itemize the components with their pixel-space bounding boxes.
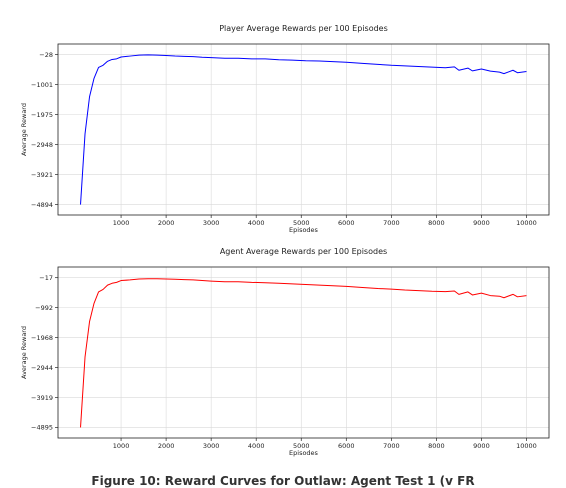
player-x-tick-label: 1000 (113, 219, 130, 227)
agent-y-tick-label: −1968 (31, 334, 53, 342)
player-x-tick-label: 5000 (293, 219, 310, 227)
agent-reward-line (80, 278, 527, 428)
agent-x-tick-label: 8000 (428, 442, 445, 450)
agent-x-tick-label: 7000 (383, 442, 400, 450)
agent-x-tick-label: 9000 (473, 442, 490, 450)
agent-plot-area (57, 266, 550, 439)
player-reward-line (80, 54, 527, 205)
agent-x-tick-label: 5000 (293, 442, 310, 450)
player-chart-title: Player Average Rewards per 100 Episodes (219, 24, 388, 33)
agent-chart-title: Agent Average Rewards per 100 Episodes (220, 247, 387, 256)
agent-x-tick-label: 1000 (113, 442, 130, 450)
player-x-tick-label: 6000 (338, 219, 355, 227)
player-x-tick-label: 9000 (473, 219, 490, 227)
agent-y-tick-label: −4895 (31, 424, 53, 432)
player-y-tick-label: −1001 (31, 81, 53, 89)
player-chart: Player Average Rewards per 100 Episodes 1… (20, 24, 550, 234)
agent-x-tick-label: 10000 (516, 442, 537, 450)
agent-y-axis-label: Average Reward (20, 326, 28, 379)
player-x-tick-label: 3000 (203, 219, 220, 227)
player-y-tick-label: −1975 (31, 111, 53, 119)
agent-x-tick-label: 3000 (203, 442, 220, 450)
figure-caption: Figure 10: Reward Curves for Outlaw: Age… (91, 474, 475, 488)
player-y-tick-label: −3921 (31, 171, 53, 179)
agent-y-tick-label: −17 (39, 274, 53, 282)
agent-x-axis-label: Episodes (289, 449, 319, 457)
player-x-tick-label: 4000 (248, 219, 265, 227)
player-x-axis-label: Episodes (289, 226, 319, 234)
agent-x-tick-label: 4000 (248, 442, 265, 450)
player-x-tick-label: 2000 (158, 219, 175, 227)
player-plot-area (57, 43, 550, 216)
player-x-tick-label: 10000 (516, 219, 537, 227)
player-y-tick-label: −4894 (31, 201, 53, 209)
player-x-tick-label: 7000 (383, 219, 400, 227)
player-x-tick-label: 8000 (428, 219, 445, 227)
player-y-tick-label: −2948 (31, 141, 53, 149)
agent-chart: Agent Average Rewards per 100 Episodes 10… (20, 247, 550, 457)
agent-y-tick-label: −2944 (31, 364, 53, 372)
player-y-tick-label: −28 (39, 51, 53, 59)
agent-x-tick-label: 6000 (338, 442, 355, 450)
agent-y-tick-label: −992 (35, 304, 53, 312)
player-y-axis-label: Average Reward (20, 103, 28, 156)
agent-x-tick-label: 2000 (158, 442, 175, 450)
agent-y-tick-label: −3919 (31, 394, 53, 402)
